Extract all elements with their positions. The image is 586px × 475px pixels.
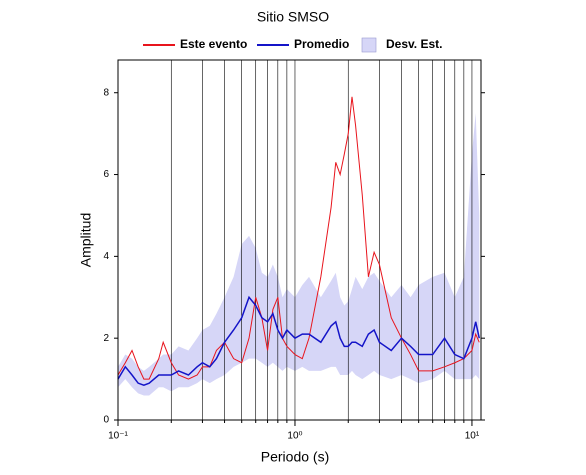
y-tick-label: 4: [103, 251, 109, 262]
legend-swatch: [361, 37, 377, 53]
x-tick-label: 10⁰: [287, 431, 302, 442]
series-line: [117, 96, 480, 380]
series-line: [117, 295, 481, 387]
y-tick-label: 2: [103, 333, 109, 344]
x-axis-label: Periodo (s): [261, 449, 329, 465]
x-tick-label: 10¹: [465, 431, 480, 442]
chart-title: Sitio SMSO: [257, 9, 329, 25]
plot-frame: [117, 59, 482, 421]
x-tick-label: 10⁻¹: [108, 431, 128, 442]
std-band: [118, 113, 480, 396]
y-axis-label: Amplitud: [78, 213, 94, 267]
legend-label: Desv. Est.: [386, 37, 442, 51]
y-tick-label: 8: [103, 87, 109, 98]
legend-label: Este evento: [180, 37, 247, 51]
y-tick-label: 0: [103, 415, 109, 426]
y-tick-label: 6: [103, 169, 109, 180]
legend-label: Promedio: [294, 37, 349, 51]
